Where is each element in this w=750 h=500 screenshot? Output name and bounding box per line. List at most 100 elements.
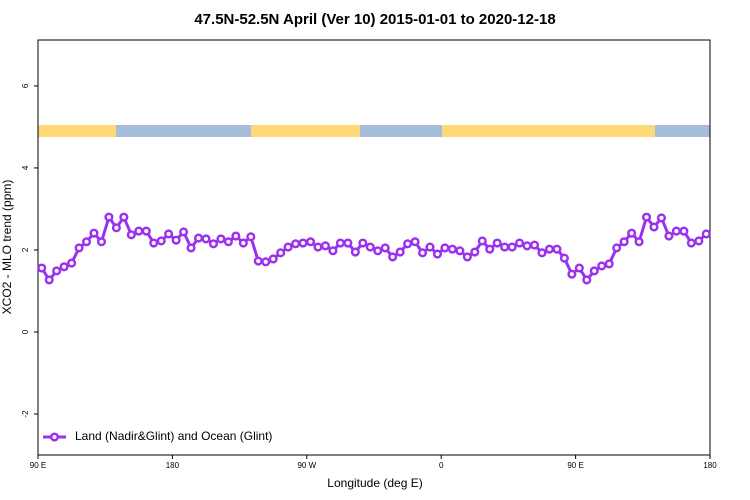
data-point — [425, 242, 435, 252]
data-point — [656, 213, 667, 223]
data-point — [208, 239, 219, 249]
data-point — [52, 266, 62, 276]
data-point — [604, 259, 614, 269]
data-point — [67, 258, 77, 268]
ocean-segment — [116, 125, 251, 137]
y-tick-label: 6 — [21, 83, 30, 88]
data-point — [507, 242, 517, 252]
y-tick-label: 4 — [21, 165, 30, 170]
data-point — [149, 238, 159, 248]
data-point — [634, 237, 644, 247]
data-point — [156, 236, 166, 246]
data-point — [410, 237, 420, 247]
y-tick-label: 0 — [21, 329, 30, 334]
data-point — [164, 229, 174, 239]
land-segment — [251, 125, 360, 137]
land-ocean-strip — [38, 125, 710, 137]
data-point — [171, 235, 181, 245]
data-point — [432, 249, 443, 259]
data-point — [134, 226, 144, 236]
data-point — [492, 238, 502, 248]
x-tick-label: 90 E — [567, 461, 583, 470]
data-point — [328, 246, 338, 256]
ocean-segment — [655, 125, 710, 137]
data-point — [649, 222, 659, 232]
data-point — [276, 248, 286, 258]
data-point — [261, 257, 271, 267]
data-point — [417, 248, 428, 258]
data-point — [74, 243, 84, 253]
data-point — [298, 238, 308, 248]
land-segment — [442, 125, 655, 137]
data-point — [686, 238, 696, 248]
data-point — [477, 236, 487, 246]
data-point — [440, 243, 450, 253]
data-point — [559, 253, 569, 263]
data-point — [305, 237, 316, 247]
data-point — [283, 242, 293, 252]
data-point — [141, 226, 151, 236]
data-point — [343, 238, 353, 248]
legend-marker — [49, 432, 60, 442]
data-point — [582, 275, 592, 285]
y-tick-label: 2 — [21, 247, 30, 252]
data-point — [515, 238, 525, 248]
data-point — [395, 247, 405, 257]
chart-title: 47.5N-52.5N April (Ver 10) 2015-01-01 to… — [194, 11, 555, 28]
land-segment — [38, 125, 116, 137]
data-point — [470, 247, 480, 257]
data-point — [589, 266, 599, 276]
data-point — [44, 275, 54, 285]
data-point — [96, 237, 107, 247]
data-point — [388, 252, 398, 262]
data-point — [358, 238, 368, 248]
data-point — [216, 234, 226, 244]
data-point — [447, 244, 457, 254]
data-point — [544, 244, 555, 254]
y-tick-label: -2 — [21, 410, 30, 418]
data-point — [552, 244, 562, 254]
data-point — [380, 243, 390, 253]
data-point — [89, 228, 99, 238]
data-point — [268, 254, 278, 264]
data-point — [694, 236, 704, 246]
x-tick-label: 90 W — [297, 461, 316, 470]
data-point — [223, 237, 233, 247]
data-point — [627, 228, 637, 238]
data-point — [186, 243, 196, 253]
data-point — [641, 212, 652, 222]
data-point — [671, 226, 681, 236]
y-axis-label: XCO2 - MLO trend (ppm) — [0, 180, 14, 315]
data-point — [701, 229, 711, 239]
data-point — [679, 226, 689, 236]
data-point — [320, 241, 331, 251]
plot-frame — [37, 39, 711, 456]
ocean-segment — [360, 125, 442, 137]
data-point — [238, 238, 248, 248]
data-point — [462, 252, 472, 262]
data-point — [574, 263, 584, 273]
data-point — [126, 230, 136, 240]
data-point — [350, 247, 360, 257]
data-point — [537, 248, 547, 258]
data-point — [335, 238, 345, 248]
data-point — [111, 223, 121, 233]
data-point — [529, 240, 540, 250]
data-point — [567, 269, 577, 279]
data-point — [291, 239, 301, 249]
data-point — [365, 242, 375, 252]
data-point — [253, 256, 263, 266]
x-tick-label: 0 — [439, 461, 444, 470]
x-tick-label: 90 E — [30, 461, 46, 470]
x-tick-label: 180 — [166, 461, 180, 470]
data-point — [104, 212, 114, 222]
data-point — [201, 234, 211, 244]
data-point — [81, 237, 92, 247]
data-point — [59, 262, 69, 272]
data-point — [193, 233, 204, 243]
x-axis-label: Longitude (deg E) — [327, 476, 422, 490]
data-point — [313, 242, 323, 252]
data-point — [597, 261, 607, 271]
data-point — [612, 243, 622, 253]
